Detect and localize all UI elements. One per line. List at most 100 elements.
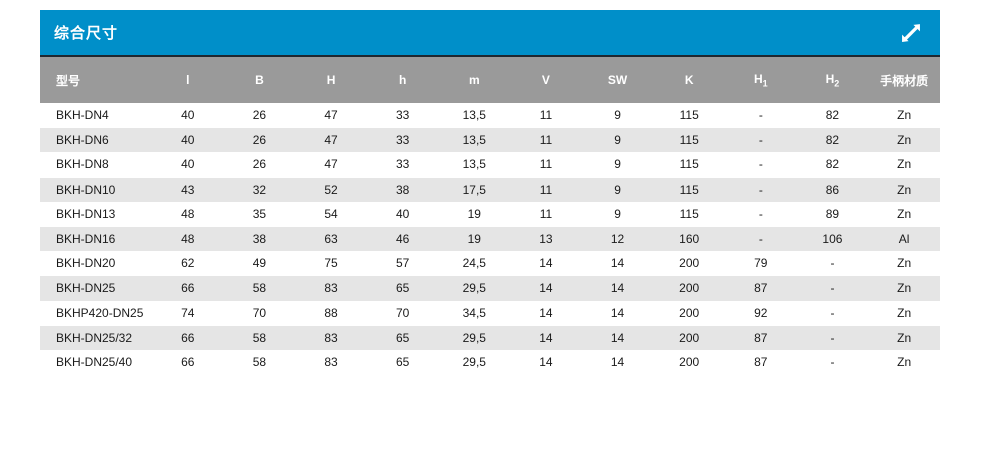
cell-l: 43 xyxy=(181,182,195,197)
cell-m: 29,5 xyxy=(462,355,486,370)
cell-h: 33 xyxy=(396,133,410,148)
cell-SW: 12 xyxy=(610,232,625,247)
cell-l: 66 xyxy=(181,330,195,345)
cell-H2: 82 xyxy=(825,133,840,148)
cell-H1: - xyxy=(758,157,763,172)
cell-l: 66 xyxy=(181,355,195,370)
cell-H: 83 xyxy=(324,281,338,296)
cell-model: BKH-DN25/40 xyxy=(56,355,133,370)
cell-K: 115 xyxy=(679,157,699,172)
cell-V: 11 xyxy=(539,157,553,172)
cell-K: 115 xyxy=(679,182,699,197)
cell-H: 83 xyxy=(324,330,338,345)
table-row: BKHP420-DN25 74 70 88 70 34,5 14 14 200 92 - Zn xyxy=(40,300,940,326)
cell-K: 115 xyxy=(679,206,699,221)
cell-H2: - xyxy=(830,305,835,320)
cell-handle_material: Zn xyxy=(897,355,912,370)
cell-SW: 14 xyxy=(610,305,625,320)
cell-B: 38 xyxy=(252,232,267,247)
cell-SW: 14 xyxy=(610,330,625,345)
cell-h: 65 xyxy=(396,355,410,370)
column-header-handle_material: 手柄材质 xyxy=(880,73,929,88)
cell-h: 33 xyxy=(396,108,410,123)
cell-K: 115 xyxy=(679,133,699,148)
cell-B: 58 xyxy=(252,330,267,345)
cell-V: 11 xyxy=(539,133,553,148)
cell-H1: 87 xyxy=(754,355,768,370)
cell-SW: 9 xyxy=(614,157,621,172)
cell-H1: 87 xyxy=(754,281,768,296)
panel-title-bar: 综合尺寸 xyxy=(40,10,940,55)
cell-l: 48 xyxy=(181,206,195,221)
column-header-model: 型号 xyxy=(56,73,81,88)
cell-h: 65 xyxy=(396,281,410,296)
cell-H2: 82 xyxy=(825,157,840,172)
cell-V: 14 xyxy=(539,305,553,320)
cell-h: 46 xyxy=(396,232,410,247)
cell-B: 70 xyxy=(252,305,267,320)
cell-B: 58 xyxy=(252,355,267,370)
cell-V: 11 xyxy=(539,108,553,123)
diagonal-resize-icon xyxy=(902,23,920,42)
cell-l: 66 xyxy=(181,281,195,296)
cell-B: 58 xyxy=(252,281,267,296)
cell-V: 11 xyxy=(539,206,553,221)
cell-K: 200 xyxy=(679,256,700,271)
cell-l: 40 xyxy=(181,133,195,148)
cell-H: 83 xyxy=(324,355,338,370)
cell-H1: 87 xyxy=(754,330,768,345)
cell-K: 200 xyxy=(679,305,700,320)
cell-SW: 14 xyxy=(610,256,625,271)
column-header-H2: H2 xyxy=(825,71,840,89)
cell-model: BKH-DN8 xyxy=(56,157,109,172)
table-row: BKH-DN13 48 35 54 40 19 11 9 115 - 89 Zn xyxy=(40,201,940,227)
cell-handle_material: Zn xyxy=(897,157,912,172)
cell-H2: - xyxy=(830,256,835,271)
cell-H: 47 xyxy=(324,108,338,123)
cell-B: 26 xyxy=(252,108,267,123)
cell-model: BKH-DN4 xyxy=(56,108,109,123)
cell-m: 13,5 xyxy=(462,108,486,123)
cell-SW: 9 xyxy=(614,206,621,221)
cell-SW: 9 xyxy=(614,182,621,197)
cell-handle_material: Zn xyxy=(897,182,912,197)
cell-H1: - xyxy=(758,182,763,197)
table-row: BKH-DN16 48 38 63 46 19 13 12 160 - 106 Al xyxy=(40,226,940,252)
cell-handle_material: Zn xyxy=(897,206,912,221)
cell-H2: 89 xyxy=(825,206,840,221)
cell-handle_material: Al xyxy=(898,232,910,247)
cell-H1: - xyxy=(758,133,763,148)
cell-V: 13 xyxy=(539,232,553,247)
cell-K: 200 xyxy=(679,281,700,296)
cell-H: 47 xyxy=(324,133,338,148)
table-row: BKH-DN25/32 66 58 83 65 29,5 14 14 200 87 - Zn xyxy=(40,325,940,350)
cell-handle_material: Zn xyxy=(897,108,912,123)
cell-l: 48 xyxy=(181,232,195,247)
cell-H1: 79 xyxy=(754,256,768,271)
table-row: BKH-DN10 43 32 52 38 17,5 11 9 115 - 86 Zn xyxy=(40,177,940,202)
cell-B: 26 xyxy=(252,157,267,172)
cell-H2: 82 xyxy=(825,108,840,123)
cell-handle_material: Zn xyxy=(897,133,912,148)
cell-m: 34,5 xyxy=(462,305,486,320)
column-header-V: V xyxy=(541,73,550,87)
column-header-H: H xyxy=(326,73,336,87)
panel-title: 综合尺寸 xyxy=(54,25,119,42)
table-row: BKH-DN25/40 66 58 83 65 29,5 14 14 200 87 - Zn xyxy=(40,349,940,375)
cell-V: 11 xyxy=(539,182,553,197)
cell-H2: - xyxy=(830,355,835,370)
cell-model: BKH-DN16 xyxy=(56,232,116,247)
cell-SW: 9 xyxy=(614,133,621,148)
cell-m: 13,5 xyxy=(462,133,486,148)
column-header-B: B xyxy=(255,73,264,87)
cell-l: 40 xyxy=(181,108,195,123)
cell-h: 70 xyxy=(396,305,410,320)
cell-SW: 14 xyxy=(610,281,625,296)
cell-m: 29,5 xyxy=(462,281,486,296)
expand-button[interactable] xyxy=(896,18,926,48)
cell-h: 38 xyxy=(396,182,410,197)
cell-H2: 86 xyxy=(825,182,840,197)
cell-handle_material: Zn xyxy=(897,256,912,271)
